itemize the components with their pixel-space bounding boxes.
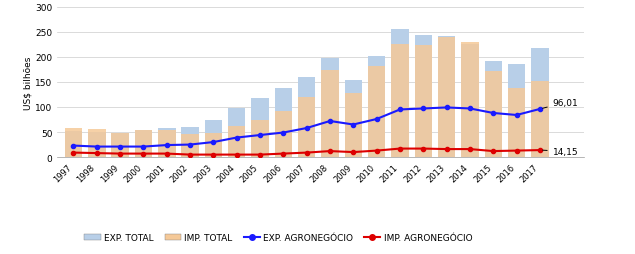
EXP. AGRONEGÓCIO xyxy=(512,114,520,117)
EXP. AGRONEGÓCIO xyxy=(420,107,427,110)
Line: IMP. AGRONEGÓCIO: IMP. AGRONEGÓCIO xyxy=(71,147,542,157)
IMP. AGRONEGÓCIO xyxy=(233,153,241,156)
Bar xyxy=(182,134,199,157)
Bar xyxy=(531,82,549,157)
Bar xyxy=(111,134,129,157)
IMP. AGRONEGÓCIO xyxy=(326,150,334,153)
EXP. AGRONEGÓCIO xyxy=(349,123,357,126)
Bar xyxy=(204,134,222,157)
Bar xyxy=(531,49,549,157)
Bar xyxy=(391,30,409,157)
IMP. AGRONEGÓCIO xyxy=(373,149,380,152)
IMP. AGRONEGÓCIO xyxy=(279,152,287,155)
IMP. AGRONEGÓCIO xyxy=(116,152,124,155)
EXP. AGRONEGÓCIO xyxy=(257,134,264,137)
Bar xyxy=(88,132,105,157)
IMP. AGRONEGÓCIO xyxy=(163,152,171,155)
IMP. AGRONEGÓCIO xyxy=(512,149,520,152)
Bar xyxy=(345,94,362,157)
EXP. AGRONEGÓCIO xyxy=(186,144,194,147)
Line: EXP. AGRONEGÓCIO: EXP. AGRONEGÓCIO xyxy=(71,106,542,149)
EXP. AGRONEGÓCIO xyxy=(466,107,474,110)
Bar xyxy=(65,128,82,157)
EXP. AGRONEGÓCIO xyxy=(93,146,100,149)
Bar xyxy=(438,37,455,157)
Bar xyxy=(321,59,338,157)
IMP. AGRONEGÓCIO xyxy=(349,151,357,154)
Bar xyxy=(135,130,152,157)
Bar xyxy=(298,98,316,157)
Bar xyxy=(298,77,316,157)
IMP. AGRONEGÓCIO xyxy=(210,153,217,156)
Bar xyxy=(438,38,455,157)
Bar xyxy=(204,121,222,157)
EXP. AGRONEGÓCIO xyxy=(326,120,334,123)
Bar xyxy=(485,72,502,157)
Bar xyxy=(415,46,432,157)
Bar xyxy=(111,133,129,157)
Bar xyxy=(461,43,479,157)
EXP. AGRONEGÓCIO xyxy=(116,146,124,149)
Bar xyxy=(158,129,175,157)
EXP. AGRONEGÓCIO xyxy=(163,144,171,147)
Bar xyxy=(251,121,269,157)
EXP. AGRONEGÓCIO xyxy=(396,108,404,112)
Bar xyxy=(461,45,479,157)
Bar xyxy=(508,89,525,157)
EXP. AGRONEGÓCIO xyxy=(536,108,544,111)
Bar xyxy=(345,81,362,157)
Bar xyxy=(65,131,82,157)
IMP. AGRONEGÓCIO xyxy=(93,152,100,155)
Bar xyxy=(368,57,385,157)
IMP. AGRONEGÓCIO xyxy=(303,151,311,154)
IMP. AGRONEGÓCIO xyxy=(257,153,264,156)
Y-axis label: US$ bilhões: US$ bilhões xyxy=(23,56,32,109)
IMP. AGRONEGÓCIO xyxy=(443,148,450,151)
IMP. AGRONEGÓCIO xyxy=(420,148,427,151)
EXP. AGRONEGÓCIO xyxy=(373,118,380,121)
Bar xyxy=(508,65,525,157)
IMP. AGRONEGÓCIO xyxy=(536,149,544,152)
Bar xyxy=(88,129,105,157)
Bar xyxy=(135,130,152,157)
Bar xyxy=(228,109,246,157)
Text: 96,01: 96,01 xyxy=(542,99,578,109)
Bar xyxy=(251,99,269,157)
EXP. AGRONEGÓCIO xyxy=(443,106,450,109)
Bar xyxy=(274,89,292,157)
EXP. AGRONEGÓCIO xyxy=(279,132,287,135)
EXP. AGRONEGÓCIO xyxy=(233,136,241,139)
Bar xyxy=(368,67,385,157)
Bar xyxy=(228,126,246,157)
IMP. AGRONEGÓCIO xyxy=(140,152,147,155)
IMP. AGRONEGÓCIO xyxy=(396,148,404,151)
Bar xyxy=(391,45,409,157)
Bar xyxy=(158,130,175,157)
Bar xyxy=(415,36,432,157)
IMP. AGRONEGÓCIO xyxy=(186,153,194,156)
EXP. AGRONEGÓCIO xyxy=(490,112,497,115)
EXP. AGRONEGÓCIO xyxy=(70,145,77,148)
Text: 14,15: 14,15 xyxy=(543,147,578,156)
Bar xyxy=(274,112,292,157)
Legend: EXP. TOTAL, IMP. TOTAL, EXP. AGRONEGÓCIO, IMP. AGRONEGÓCIO: EXP. TOTAL, IMP. TOTAL, EXP. AGRONEGÓCIO… xyxy=(81,230,476,246)
EXP. AGRONEGÓCIO xyxy=(303,127,311,130)
Bar xyxy=(485,62,502,157)
EXP. AGRONEGÓCIO xyxy=(140,146,147,149)
EXP. AGRONEGÓCIO xyxy=(210,141,217,144)
IMP. AGRONEGÓCIO xyxy=(466,148,474,151)
IMP. AGRONEGÓCIO xyxy=(490,150,497,153)
Bar xyxy=(182,128,199,157)
IMP. AGRONEGÓCIO xyxy=(70,151,77,154)
Bar xyxy=(321,71,338,157)
